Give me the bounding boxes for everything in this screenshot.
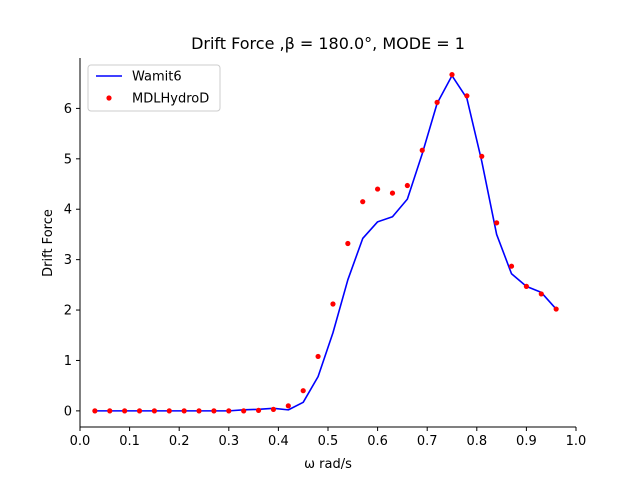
x-tick-label: 1.0: [566, 434, 587, 449]
x-tick-label: 0.7: [417, 434, 438, 449]
y-tick-label: 0: [64, 404, 72, 419]
data-point-mdlhydrod: [270, 406, 277, 412]
data-point-mdlhydrod: [255, 407, 262, 413]
series-line-wamit6: [94, 74, 557, 412]
data-point-mdlhydrod: [508, 263, 515, 269]
legend-swatch-mdlhydrod: [106, 95, 112, 101]
data-point-mdlhydrod: [181, 408, 187, 414]
y-tick-label: 4: [64, 203, 72, 218]
x-tick-label: 0.5: [318, 434, 339, 449]
data-point-mdlhydrod: [330, 301, 336, 307]
x-tick-label: 0.6: [367, 434, 388, 449]
y-tick-label: 5: [64, 152, 72, 167]
x-tick-label: 0.9: [516, 434, 537, 449]
data-point-mdlhydrod: [434, 99, 440, 105]
legend-label-wamit6: Wamit6: [132, 70, 182, 85]
data-point-mdlhydrod: [107, 408, 113, 414]
data-point-mdlhydrod: [92, 408, 98, 414]
y-axis-label: Drift Force: [41, 209, 56, 277]
data-point-mdlhydrod: [419, 147, 425, 153]
data-point-mdlhydrod: [404, 182, 410, 189]
legend-label-mdlhydrod: MDLHydroD: [132, 92, 209, 107]
data-point-mdlhydrod: [553, 306, 559, 312]
x-tick-label: 0.1: [119, 434, 140, 449]
data-point-mdlhydrod: [479, 153, 485, 159]
y-tick-label: 1: [64, 354, 72, 369]
data-point-mdlhydrod: [494, 220, 500, 226]
chart-title: Drift Force ,β = 180.0°, MODE = 1: [191, 34, 465, 53]
data-point-mdlhydrod: [360, 199, 366, 205]
x-tick-label: 0.2: [169, 434, 190, 449]
data-point-mdlhydrod: [241, 408, 247, 414]
x-tick-label: 0.0: [70, 434, 91, 449]
data-point-mdlhydrod: [523, 283, 530, 289]
x-tick-label: 0.4: [268, 434, 289, 449]
data-point-mdlhydrod: [151, 408, 157, 414]
data-point-mdlhydrod: [285, 403, 291, 409]
data-point-mdlhydrod: [449, 72, 455, 78]
data-point-mdlhydrod: [122, 408, 128, 414]
plot-area: 0.0 0.1 0.2 0.3 0.4 0.5 0.6 0.7 0.8 0.9 1.0 0 1 2 3 4 5 6: [64, 58, 587, 449]
x-axis-label: ω rad/s: [304, 457, 352, 472]
data-point-mdlhydrod: [345, 240, 351, 247]
data-point-mdlhydrod: [389, 190, 396, 196]
data-point-mdlhydrod: [211, 408, 217, 414]
data-point-mdlhydrod: [300, 388, 306, 394]
data-point-mdlhydrod: [315, 353, 321, 360]
y-tick-label: 2: [64, 304, 72, 319]
data-point-mdlhydrod: [226, 408, 232, 414]
data-point-mdlhydrod: [464, 93, 470, 99]
data-point-mdlhydrod: [196, 408, 202, 414]
data-point-mdlhydrod: [538, 291, 544, 297]
legend: Wamit6 MDLHydroD: [87, 64, 221, 112]
data-point-mdlhydrod: [136, 408, 143, 414]
data-point-mdlhydrod: [375, 186, 381, 192]
data-point-mdlhydrod: [166, 408, 172, 414]
x-tick-label: 0.3: [218, 434, 239, 449]
y-tick-label: 6: [64, 102, 72, 117]
y-tick-label: 3: [64, 253, 72, 268]
x-tick-label: 0.8: [466, 434, 487, 449]
